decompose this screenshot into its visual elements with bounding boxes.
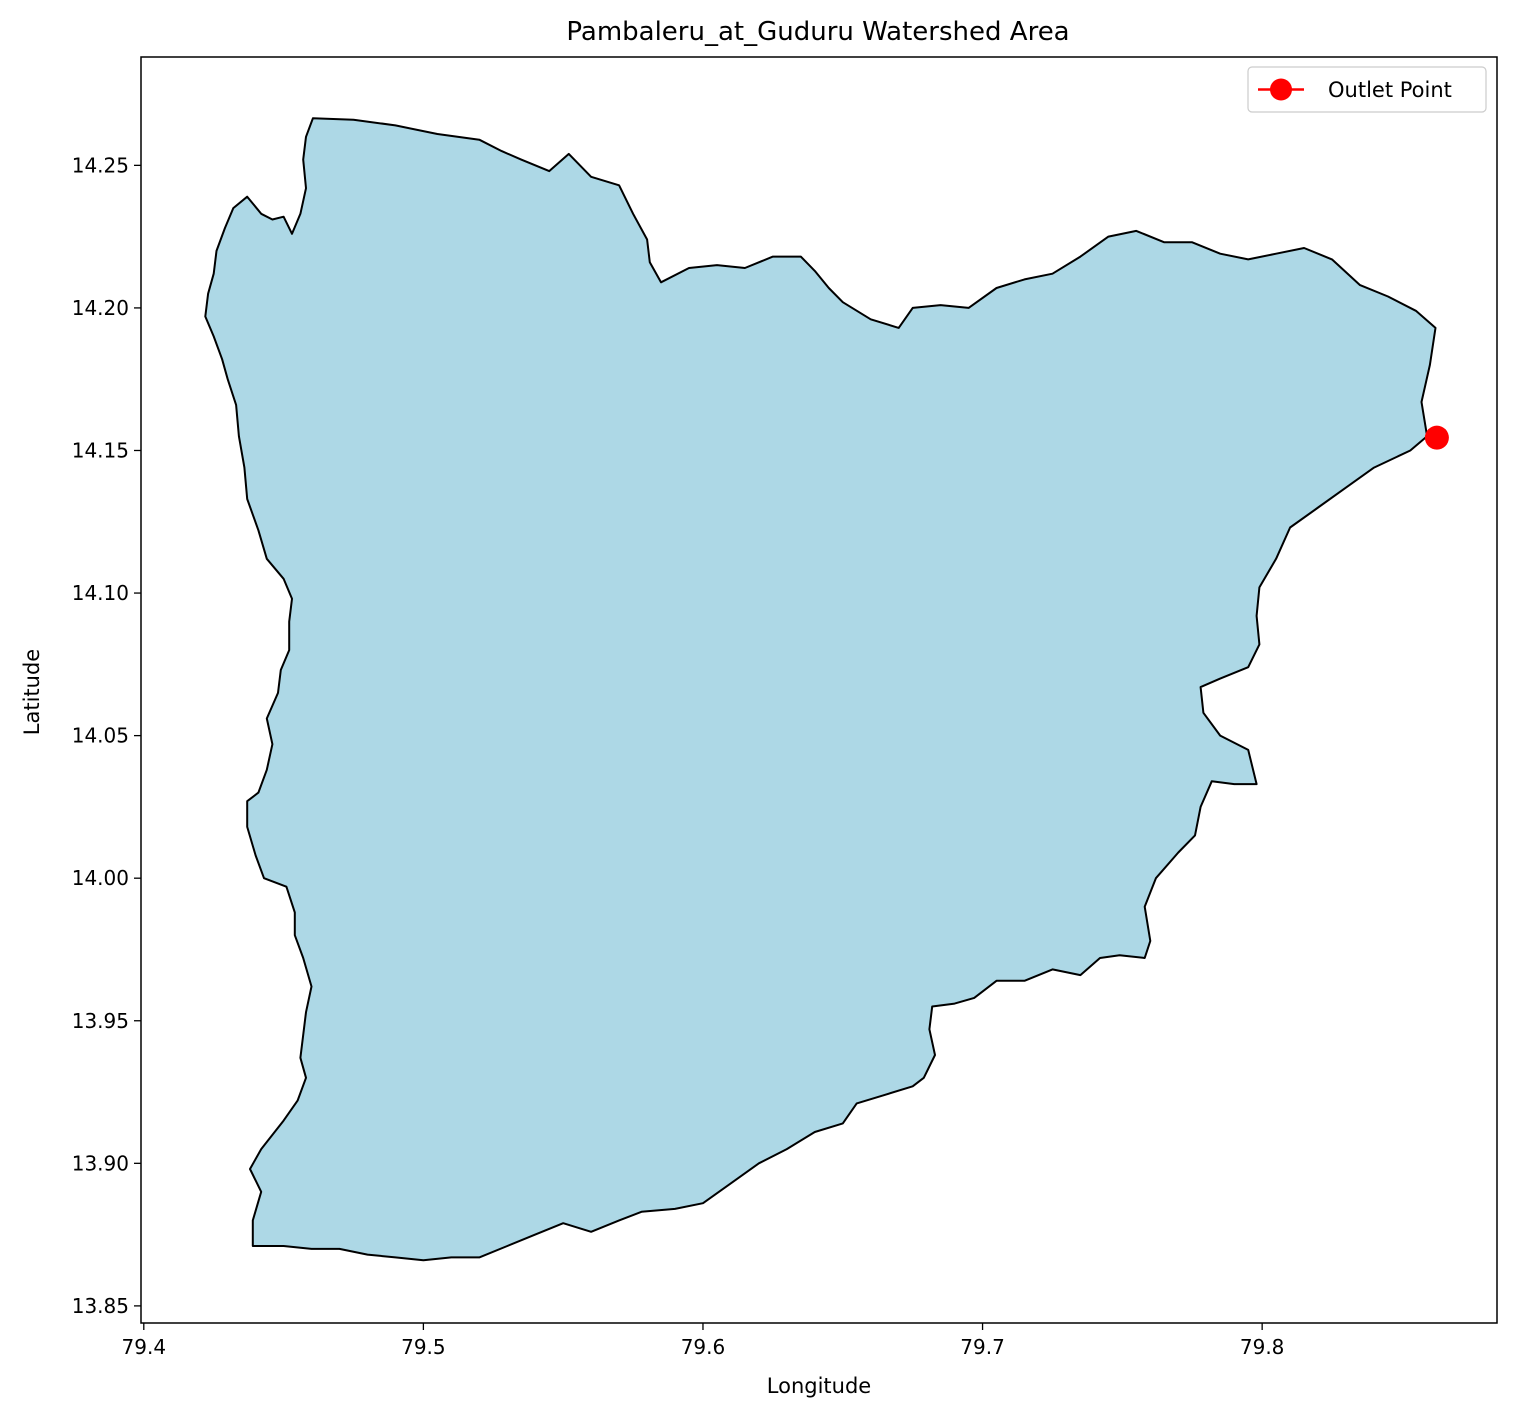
plot-area — [204, 117, 1449, 1262]
legend-box — [1247, 66, 1487, 113]
legend: Outlet Point — [1247, 66, 1487, 113]
x-tick-label: 79.4 — [122, 1335, 167, 1359]
watershed-polygon — [204, 117, 1437, 1262]
y-axis: 13.85 13.90 13.95 14.00 14.05 14.10 14.15 14.20… — [72, 153, 141, 1318]
y-tick-label: 13.85 — [72, 1294, 129, 1318]
y-tick-label: 14.00 — [72, 866, 129, 890]
axes-frame — [140, 56, 1498, 1324]
x-tick-label: 79.6 — [681, 1335, 726, 1359]
x-tick-label: 79.8 — [1240, 1335, 1285, 1359]
legend-marker-swatch — [1270, 78, 1292, 101]
x-tick-label: 79.7 — [960, 1335, 1005, 1359]
y-tick-label: 13.95 — [72, 1009, 129, 1033]
y-tick-label: 14.20 — [72, 296, 129, 320]
y-tick-label: 13.90 — [72, 1151, 129, 1175]
y-tick-label: 14.25 — [72, 153, 129, 177]
chart-title: Pambaleru_at_Guduru Watershed Area — [566, 17, 1069, 47]
y-tick-label: 14.15 — [72, 438, 129, 462]
legend-label-outlet-point: Outlet Point — [1328, 78, 1452, 102]
outlet-point-marker — [1424, 425, 1449, 450]
y-axis-label: Latitude — [20, 649, 44, 735]
x-axis: 79.4 79.5 79.6 79.7 79.8 — [122, 1323, 1285, 1359]
y-tick-label: 14.05 — [72, 724, 129, 748]
x-tick-label: 79.5 — [401, 1335, 446, 1359]
x-axis-label: Longitude — [767, 1374, 871, 1398]
y-tick-label: 14.10 — [72, 581, 129, 605]
